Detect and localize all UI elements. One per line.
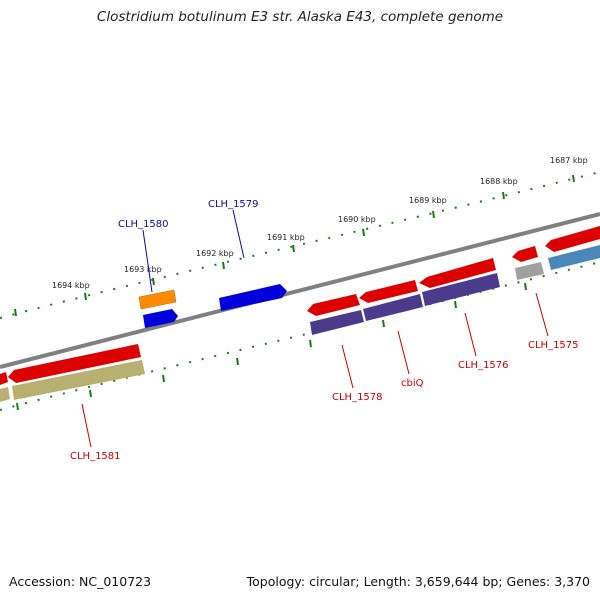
gene-clh1580-orange xyxy=(138,289,177,310)
inner-major-ticks xyxy=(16,282,527,411)
outer-scale-track xyxy=(0,171,600,319)
gene-reverse-khaki-left-2 xyxy=(12,360,145,400)
inner-scale-track xyxy=(0,261,600,411)
scale-label-1690: 1690 kbp xyxy=(338,215,376,224)
scale-label-1691: 1691 kbp xyxy=(267,233,305,242)
gene-reverse-steel xyxy=(548,245,600,270)
gene-label-clh1578: CLH_1578 xyxy=(332,392,383,403)
scale-label-1693: 1693 kbp xyxy=(124,265,162,274)
gene-label-clh1579: CLH_1579 xyxy=(208,199,259,210)
gene-label-clh1581: CLH_1581 xyxy=(70,451,121,462)
scale-label-1694: 1694 kbp xyxy=(52,281,90,290)
gene-clh1575-gray xyxy=(515,262,544,280)
gene-clh1576-purple xyxy=(422,273,500,306)
gene-label-clh1575: CLH_1575 xyxy=(528,340,579,351)
gene-label-clh1580: CLH_1580 xyxy=(118,219,169,230)
gene-forward-red-1 xyxy=(307,294,360,316)
scale-label-1689: 1689 kbp xyxy=(409,196,447,205)
scale-label-1692: 1692 kbp xyxy=(196,249,234,258)
gene-clh1580-blue xyxy=(143,309,178,328)
gene-reverse-khaki-left-1 xyxy=(0,387,10,402)
gene-forward-red-left-1 xyxy=(0,372,8,385)
gene-forward-red-2 xyxy=(359,280,418,303)
gene-clh1579-blue xyxy=(219,284,287,311)
label-leaders xyxy=(81,209,549,448)
topology-text: Topology: circular; Length: 3,659,644 bp… xyxy=(246,574,590,589)
scale-label-1688: 1688 kbp xyxy=(480,177,518,186)
accession-text: Accession: NC_010723 xyxy=(9,574,152,589)
scale-label-1687: 1687 kbp xyxy=(550,156,588,165)
outer-major-ticks xyxy=(14,174,575,317)
gene-cbiq-purple xyxy=(363,294,423,321)
gene-label-clh1576: CLH_1576 xyxy=(458,360,509,371)
gene-forward-red-5 xyxy=(545,226,600,252)
gene-forward-red-3 xyxy=(419,258,496,288)
gene-forward-red-4 xyxy=(512,246,538,262)
map-title: Clostridium botulinum E3 str. Alaska E43… xyxy=(96,9,504,25)
gene-label-cbiq: cbiQ xyxy=(401,378,424,389)
gene-clh1578-purple xyxy=(310,310,364,335)
gene-forward-red-left-2 xyxy=(8,344,141,383)
